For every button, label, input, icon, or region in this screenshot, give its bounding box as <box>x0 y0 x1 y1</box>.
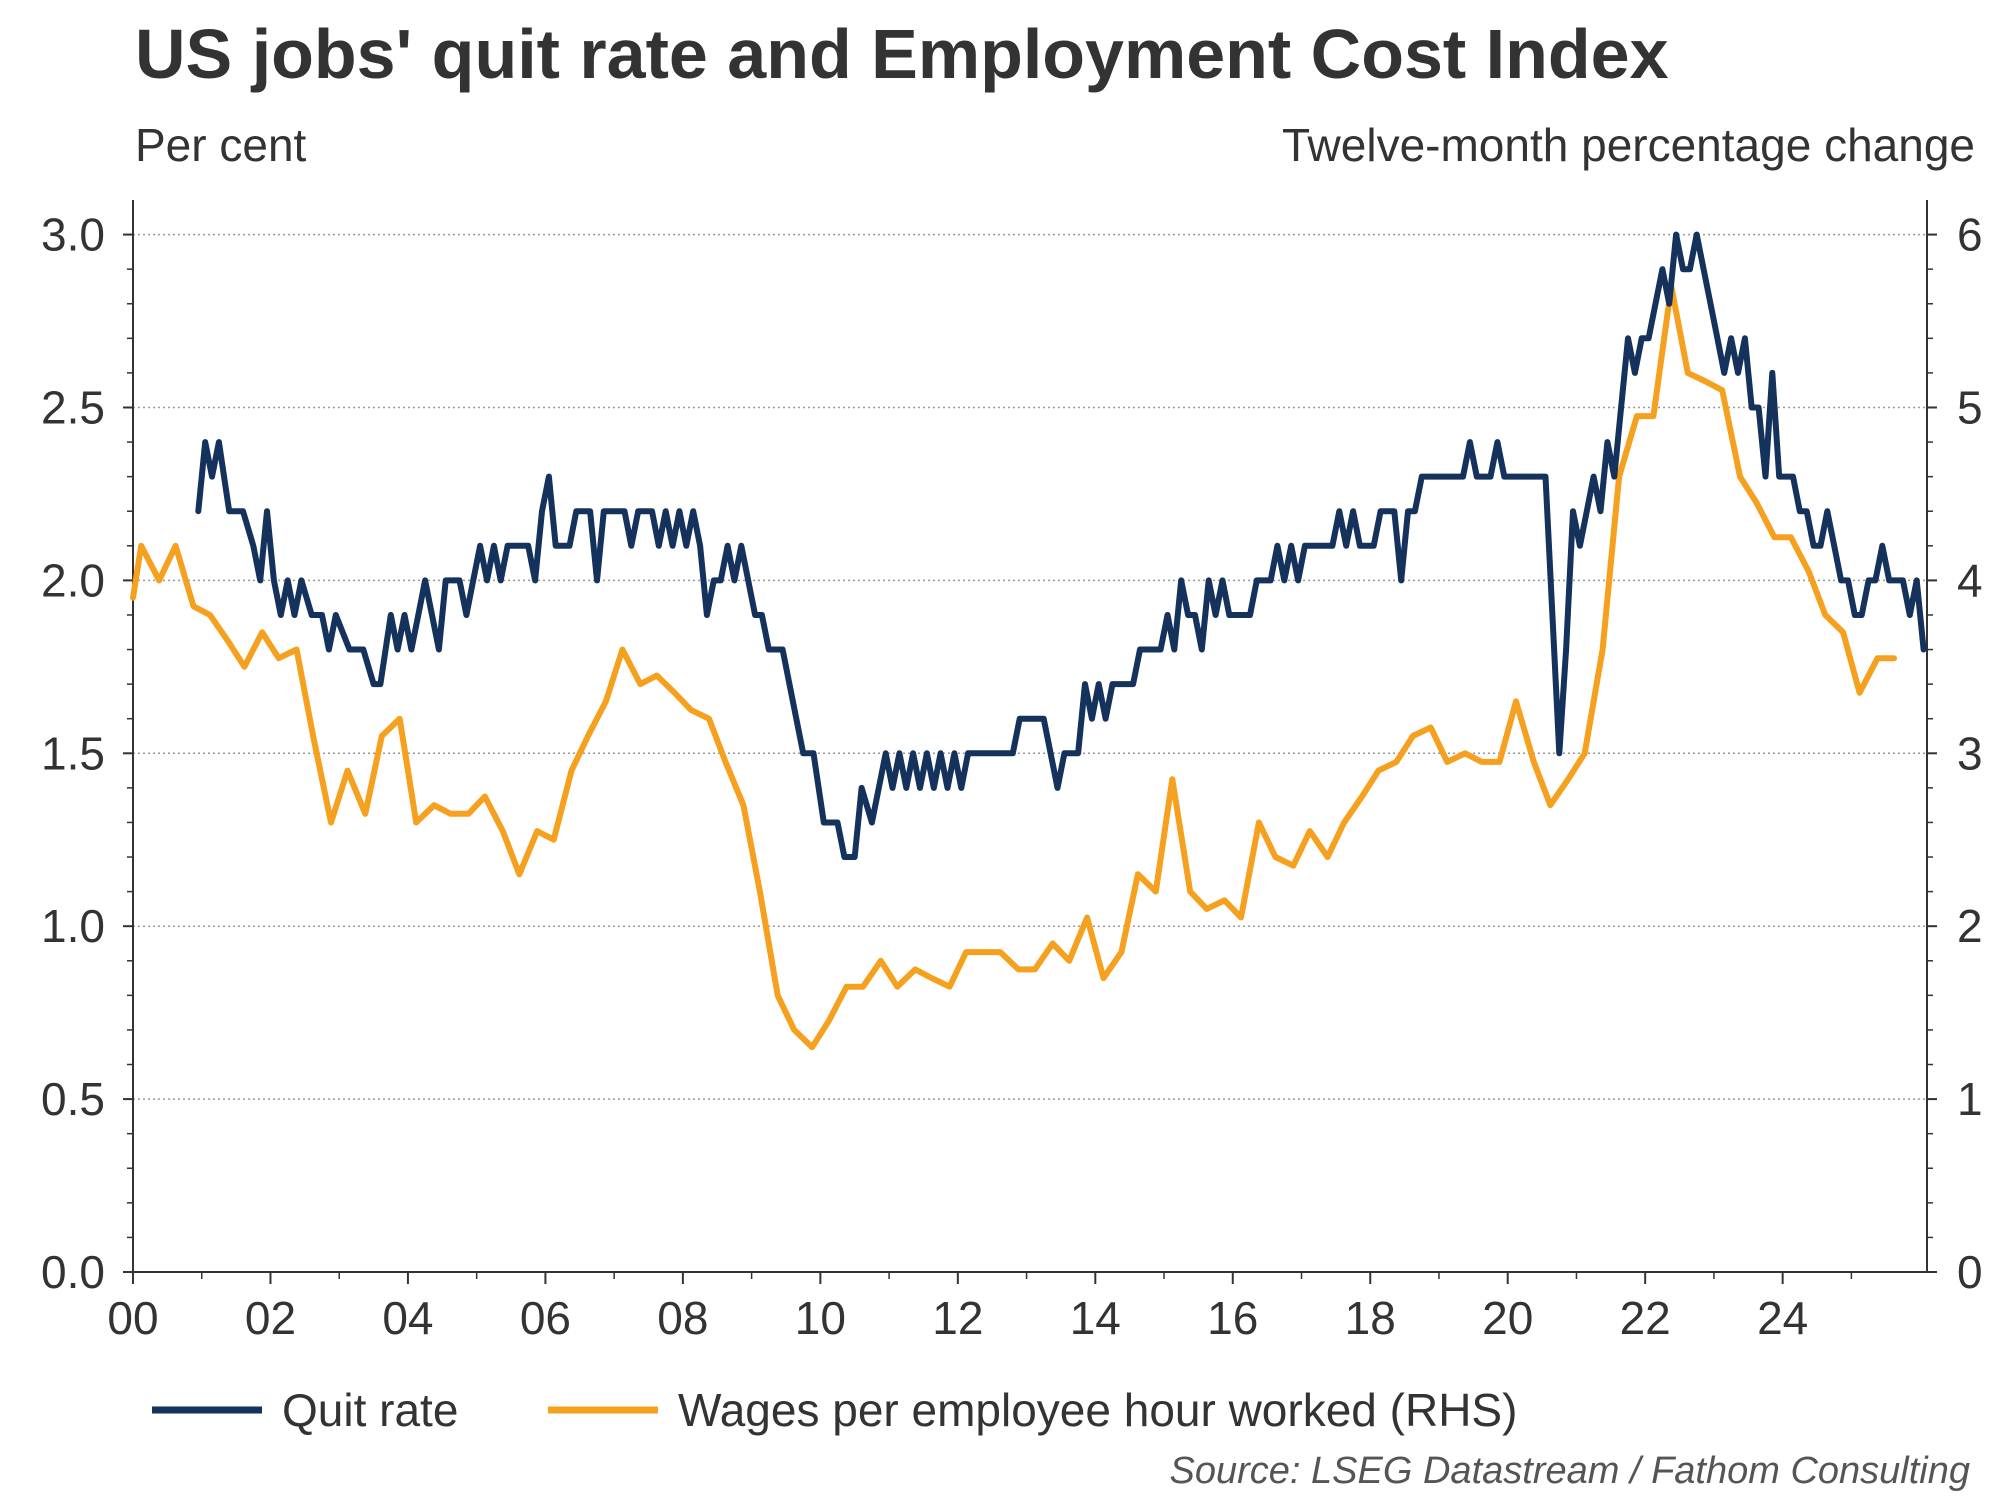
left-tick-label: 3.0 <box>41 209 105 261</box>
chart-title: US jobs' quit rate and Employment Cost I… <box>135 15 1669 93</box>
x-tick-label: 10 <box>795 1292 846 1344</box>
left-tick-label: 1.5 <box>41 727 105 779</box>
right-axis-label: Twelve-month percentage change <box>1282 119 1975 171</box>
legend-label-quit-rate: Quit rate <box>282 1384 458 1436</box>
series <box>130 231 1927 1051</box>
right-tick-label: 0 <box>1957 1246 1983 1298</box>
left-tick-label: 2.0 <box>41 554 105 606</box>
right-tick-label: 6 <box>1957 209 1983 261</box>
source-note: Source: LSEG Datastream / Fathom Consult… <box>1169 1450 1970 1492</box>
x-tick-label: 08 <box>657 1292 708 1344</box>
series-line-wages <box>130 283 1897 1051</box>
right-tick-label: 2 <box>1957 900 1983 952</box>
x-tick-label: 00 <box>107 1292 158 1344</box>
x-tick-label: 14 <box>1070 1292 1121 1344</box>
x-tick-label: 20 <box>1482 1292 1533 1344</box>
x-tick-label: 24 <box>1757 1292 1808 1344</box>
x-tick-label: 04 <box>382 1292 433 1344</box>
right-tick-label: 1 <box>1957 1073 1983 1125</box>
left-tick-label: 1.0 <box>41 900 105 952</box>
x-tick-label: 12 <box>932 1292 983 1344</box>
left-tick-label: 2.5 <box>41 381 105 433</box>
left-tick-label: 0.0 <box>41 1246 105 1298</box>
x-tick-label: 22 <box>1620 1292 1671 1344</box>
left-tick-label: 0.5 <box>41 1073 105 1125</box>
right-tick-label: 4 <box>1957 554 1983 606</box>
right-tick-label: 3 <box>1957 727 1983 779</box>
series-line-quit-rate <box>195 231 1927 860</box>
legend-label-wages: Wages per employee hour worked (RHS) <box>678 1384 1517 1436</box>
x-tick-label: 16 <box>1207 1292 1258 1344</box>
left-axis-label: Per cent <box>135 119 307 171</box>
gridlines <box>133 233 1927 1100</box>
legend: Quit rate Wages per employee hour worked… <box>152 1384 1517 1436</box>
x-tick-label: 02 <box>245 1292 296 1344</box>
x-tick-label: 18 <box>1345 1292 1396 1344</box>
x-tick-label: 06 <box>520 1292 571 1344</box>
right-tick-label: 5 <box>1957 381 1983 433</box>
